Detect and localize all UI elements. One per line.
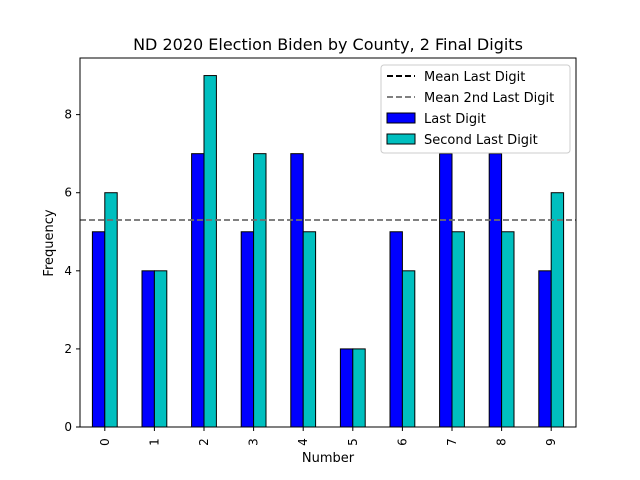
plot-frame — [79, 57, 577, 428]
y-tick-label-2: 2 — [64, 342, 72, 356]
x-axis-label: Number — [302, 451, 355, 466]
x-tick-label-4: 4 — [296, 438, 310, 446]
legend-label-second-last-digit: Second Last Digit — [424, 133, 538, 148]
legend-label-mean-last-digit: Mean Last Digit — [424, 70, 525, 85]
x-tick-label-1: 1 — [147, 438, 161, 446]
x-tick-label-3: 3 — [247, 438, 261, 446]
y-tick-label-4: 4 — [64, 264, 72, 278]
bar-second-last-digit-7 — [451, 231, 465, 428]
x-tick-label-5: 5 — [346, 438, 360, 446]
x-axis-ticks: 0 1 2 3 4 5 6 7 8 9 — [98, 427, 558, 446]
x-tick-label-2: 2 — [197, 438, 211, 446]
chart-title: ND 2020 Election Biden by County, 2 Fina… — [133, 35, 523, 54]
bar-last-digit-2 — [191, 153, 205, 428]
legend-box — [380, 64, 571, 154]
legend-swatch-second-last-digit — [386, 133, 416, 145]
bar-last-digit-4 — [290, 153, 304, 428]
bar-second-last-digit-5 — [352, 348, 366, 428]
bar-second-last-digit-1 — [153, 270, 168, 428]
y-axis-ticks: 0 2 4 6 8 — [64, 108, 80, 434]
legend-label-mean-second-last-digit: Mean 2nd Last Digit — [424, 91, 554, 106]
bar-last-digit-7 — [439, 153, 453, 428]
x-tick-label-8: 8 — [495, 438, 509, 446]
legend: Mean Last Digit Mean 2nd Last Digit Last D… — [380, 64, 571, 154]
bar-last-digit-0 — [91, 231, 106, 428]
x-tick-label-0: 0 — [98, 438, 112, 446]
bar-second-last-digit-0 — [104, 192, 118, 428]
bar-second-last-digit-2 — [203, 75, 217, 428]
x-tick-label-7: 7 — [445, 438, 459, 446]
bar-second-last-digit-6 — [401, 270, 416, 428]
y-axis-label: Frequency — [42, 209, 57, 276]
legend-swatch-last-digit — [386, 112, 416, 124]
bar-last-digit-9 — [538, 270, 552, 428]
y-tick-label-0: 0 — [64, 420, 72, 434]
bar-last-digit-3 — [240, 231, 255, 428]
legend-label-last-digit: Last Digit — [424, 112, 486, 127]
bar-second-last-digit-8 — [501, 231, 515, 428]
bar-second-last-digit-3 — [253, 153, 267, 428]
x-tick-label-6: 6 — [395, 438, 409, 446]
x-tick-label-9: 9 — [544, 438, 558, 446]
bar-second-last-digit-4 — [302, 231, 317, 428]
y-tick-label-6: 6 — [64, 186, 72, 200]
bar-last-digit-6 — [389, 231, 403, 428]
bar-second-last-digit-9 — [550, 192, 565, 428]
y-tick-label-8: 8 — [64, 108, 72, 122]
bar-last-digit-8 — [488, 153, 503, 428]
bar-last-digit-1 — [141, 270, 155, 428]
bar-last-digit-5 — [339, 348, 354, 428]
